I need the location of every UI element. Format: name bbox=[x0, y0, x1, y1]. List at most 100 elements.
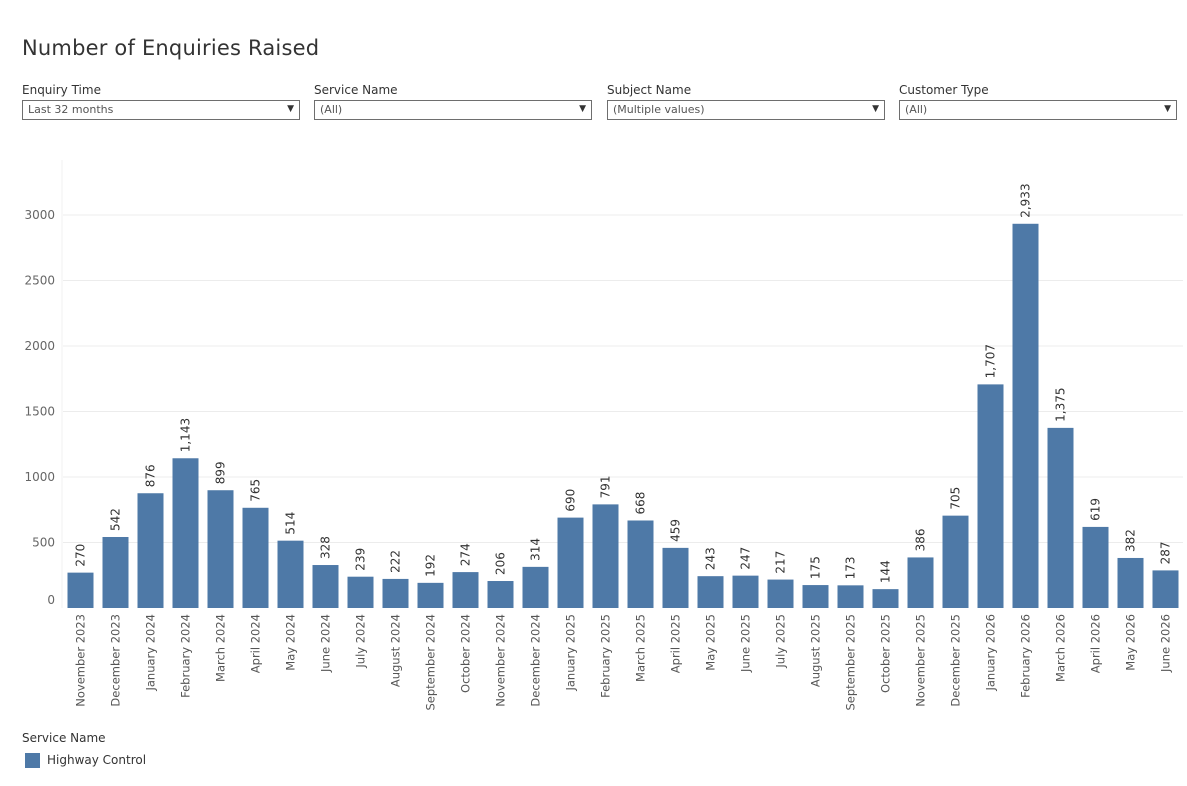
data-label: 314 bbox=[529, 538, 543, 561]
y-tick-label: 2500 bbox=[24, 274, 55, 288]
data-label: 1,143 bbox=[179, 418, 193, 452]
bar bbox=[312, 565, 339, 608]
data-label: 386 bbox=[914, 529, 928, 552]
data-label: 2,933 bbox=[1019, 183, 1033, 217]
filter-label: Customer Type bbox=[899, 83, 989, 97]
data-label: 899 bbox=[214, 461, 228, 484]
x-tick-label: February 2024 bbox=[179, 614, 193, 698]
legend-swatch bbox=[25, 752, 40, 768]
filter-label: Service Name bbox=[314, 83, 398, 97]
bar bbox=[1152, 570, 1179, 608]
x-tick-label: July 2024 bbox=[354, 614, 368, 669]
filter-label: Subject Name bbox=[607, 83, 692, 97]
x-tick-label: March 2026 bbox=[1054, 614, 1068, 682]
x-tick-label: January 2026 bbox=[984, 614, 998, 692]
bar bbox=[627, 520, 654, 608]
data-label: 247 bbox=[739, 547, 753, 570]
service-name-dropdown[interactable]: (All) ▼ bbox=[314, 100, 592, 120]
filter-value: (All) bbox=[905, 103, 928, 116]
x-tick-label: February 2025 bbox=[599, 614, 613, 698]
legend-title: Service Name bbox=[22, 731, 106, 745]
x-tick-label: March 2025 bbox=[634, 614, 648, 682]
filter-value: (All) bbox=[320, 103, 343, 116]
caret-down-icon: ▼ bbox=[872, 104, 879, 114]
filter-value: (Multiple values) bbox=[613, 103, 705, 116]
data-label: 876 bbox=[144, 464, 158, 487]
bar bbox=[942, 515, 969, 608]
data-label: 243 bbox=[704, 547, 718, 570]
filter-service-name: Service Name (All) ▼ bbox=[314, 82, 592, 120]
y-tick-label: 1500 bbox=[24, 405, 55, 419]
data-label: 514 bbox=[284, 512, 298, 535]
x-tick-label: June 2025 bbox=[739, 614, 753, 673]
x-tick-label: October 2025 bbox=[879, 614, 893, 693]
x-tick-label: May 2025 bbox=[704, 614, 718, 671]
y-tick-label: 2000 bbox=[24, 339, 55, 353]
y-tick-label: 1000 bbox=[24, 470, 55, 484]
data-label: 192 bbox=[424, 554, 438, 577]
filter-customer-type: Customer Type (All) ▼ bbox=[899, 82, 1177, 120]
bar bbox=[662, 547, 689, 608]
bar bbox=[417, 582, 444, 608]
bar bbox=[522, 566, 549, 608]
x-tick-label: September 2025 bbox=[844, 614, 858, 711]
data-label: 382 bbox=[1124, 529, 1138, 552]
filter-label: Enquiry Time bbox=[22, 83, 101, 97]
x-tick-label: December 2023 bbox=[109, 614, 123, 707]
x-tick-label: February 2026 bbox=[1019, 614, 1033, 698]
data-label: 217 bbox=[774, 551, 788, 574]
x-tick-label: May 2026 bbox=[1124, 614, 1138, 671]
data-label: 542 bbox=[109, 508, 123, 531]
data-label: 705 bbox=[949, 487, 963, 510]
x-tick-label: April 2024 bbox=[249, 614, 263, 673]
bar bbox=[977, 384, 1004, 608]
bar bbox=[137, 493, 164, 608]
bar bbox=[767, 579, 794, 608]
data-label: 270 bbox=[74, 544, 88, 567]
data-label: 287 bbox=[1159, 541, 1173, 564]
data-label: 144 bbox=[879, 560, 893, 583]
x-tick-label: December 2024 bbox=[529, 614, 543, 707]
data-label: 668 bbox=[634, 492, 648, 515]
y-tick-label: 3000 bbox=[24, 208, 55, 222]
customer-type-dropdown[interactable]: (All) ▼ bbox=[899, 100, 1177, 120]
legend-label: Highway Control bbox=[47, 753, 147, 767]
subject-name-dropdown[interactable]: (Multiple values) ▼ bbox=[607, 100, 885, 120]
x-tick-label: November 2023 bbox=[74, 614, 88, 707]
caret-down-icon: ▼ bbox=[287, 104, 294, 114]
filter-enquiry-time: Enquiry Time Last 32 months ▼ bbox=[22, 82, 300, 120]
bar bbox=[592, 504, 619, 608]
x-tick-label: April 2026 bbox=[1089, 614, 1103, 673]
bar bbox=[1117, 557, 1144, 608]
data-label: 765 bbox=[249, 479, 263, 502]
legend-item[interactable]: Highway Control bbox=[25, 752, 146, 768]
bar bbox=[242, 507, 269, 608]
bar bbox=[802, 585, 829, 608]
x-tick-label: March 2024 bbox=[214, 614, 228, 682]
filter-subject-name: Subject Name (Multiple values) ▼ bbox=[607, 82, 885, 120]
data-label: 206 bbox=[494, 552, 508, 575]
y-tick-label: 500 bbox=[32, 536, 55, 550]
x-tick-label: April 2025 bbox=[669, 614, 683, 673]
x-tick-label: September 2024 bbox=[424, 614, 438, 711]
bar bbox=[452, 572, 479, 608]
data-label: 619 bbox=[1089, 498, 1103, 521]
bar bbox=[1047, 427, 1074, 608]
filter-value: Last 32 months bbox=[28, 103, 114, 116]
bar bbox=[837, 585, 864, 608]
x-tick-label: August 2025 bbox=[809, 614, 823, 687]
enquiry-time-dropdown[interactable]: Last 32 months ▼ bbox=[22, 100, 300, 120]
data-label: 222 bbox=[389, 550, 403, 573]
bar bbox=[67, 572, 94, 608]
bar bbox=[872, 589, 899, 608]
data-label: 173 bbox=[844, 556, 858, 579]
caret-down-icon: ▼ bbox=[1164, 104, 1171, 114]
x-tick-label: June 2024 bbox=[319, 614, 333, 673]
bar bbox=[102, 536, 129, 608]
page-title: Number of Enquiries Raised bbox=[22, 36, 320, 60]
x-tick-label: May 2024 bbox=[284, 614, 298, 671]
data-label: 239 bbox=[354, 548, 368, 571]
x-tick-label: August 2024 bbox=[389, 614, 403, 687]
bar bbox=[382, 578, 409, 608]
